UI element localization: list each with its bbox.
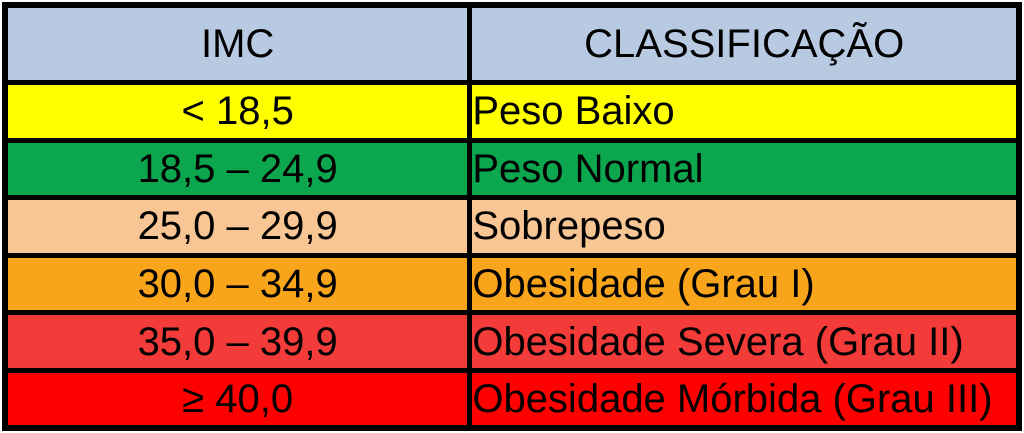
imc-range-cell: 25,0 – 29,9	[2, 195, 473, 258]
table-row-peso-baixo: < 18,5 Peso Baixo	[2, 80, 1022, 143]
classification-cell: Obesidade Severa (Grau II)	[467, 310, 1022, 373]
classification-cell: Sobrepeso	[467, 195, 1022, 258]
table-row-peso-normal: 18,5 – 24,9 Peso Normal	[2, 137, 1022, 201]
classification-cell: Obesidade (Grau I)	[467, 252, 1022, 316]
table-row-obesidade-grau-1: 30,0 – 34,9 Obesidade (Grau I)	[2, 252, 1022, 316]
header-classificacao: CLASSIFICAÇÃO	[467, 2, 1022, 85]
imc-range-cell: 18,5 – 24,9	[2, 137, 473, 201]
table-row-sobrepeso: 25,0 – 29,9 Sobrepeso	[2, 195, 1022, 258]
classification-cell: Peso Baixo	[467, 80, 1022, 143]
table-row-obesidade-grau-3: ≥ 40,0 Obesidade Mórbida (Grau III)	[2, 367, 1022, 431]
header-imc: IMC	[2, 2, 473, 85]
imc-range-cell: 35,0 – 39,9	[2, 310, 473, 373]
imc-range-cell: < 18,5	[2, 80, 473, 143]
imc-range-cell: ≥ 40,0	[2, 367, 473, 431]
table-row-obesidade-grau-2: 35,0 – 39,9 Obesidade Severa (Grau II)	[2, 310, 1022, 373]
classification-cell: Obesidade Mórbida (Grau III)	[467, 367, 1022, 431]
classification-cell: Peso Normal	[467, 137, 1022, 201]
imc-range-cell: 30,0 – 34,9	[2, 252, 473, 316]
table-header-row: IMC CLASSIFICAÇÃO	[2, 2, 1022, 85]
